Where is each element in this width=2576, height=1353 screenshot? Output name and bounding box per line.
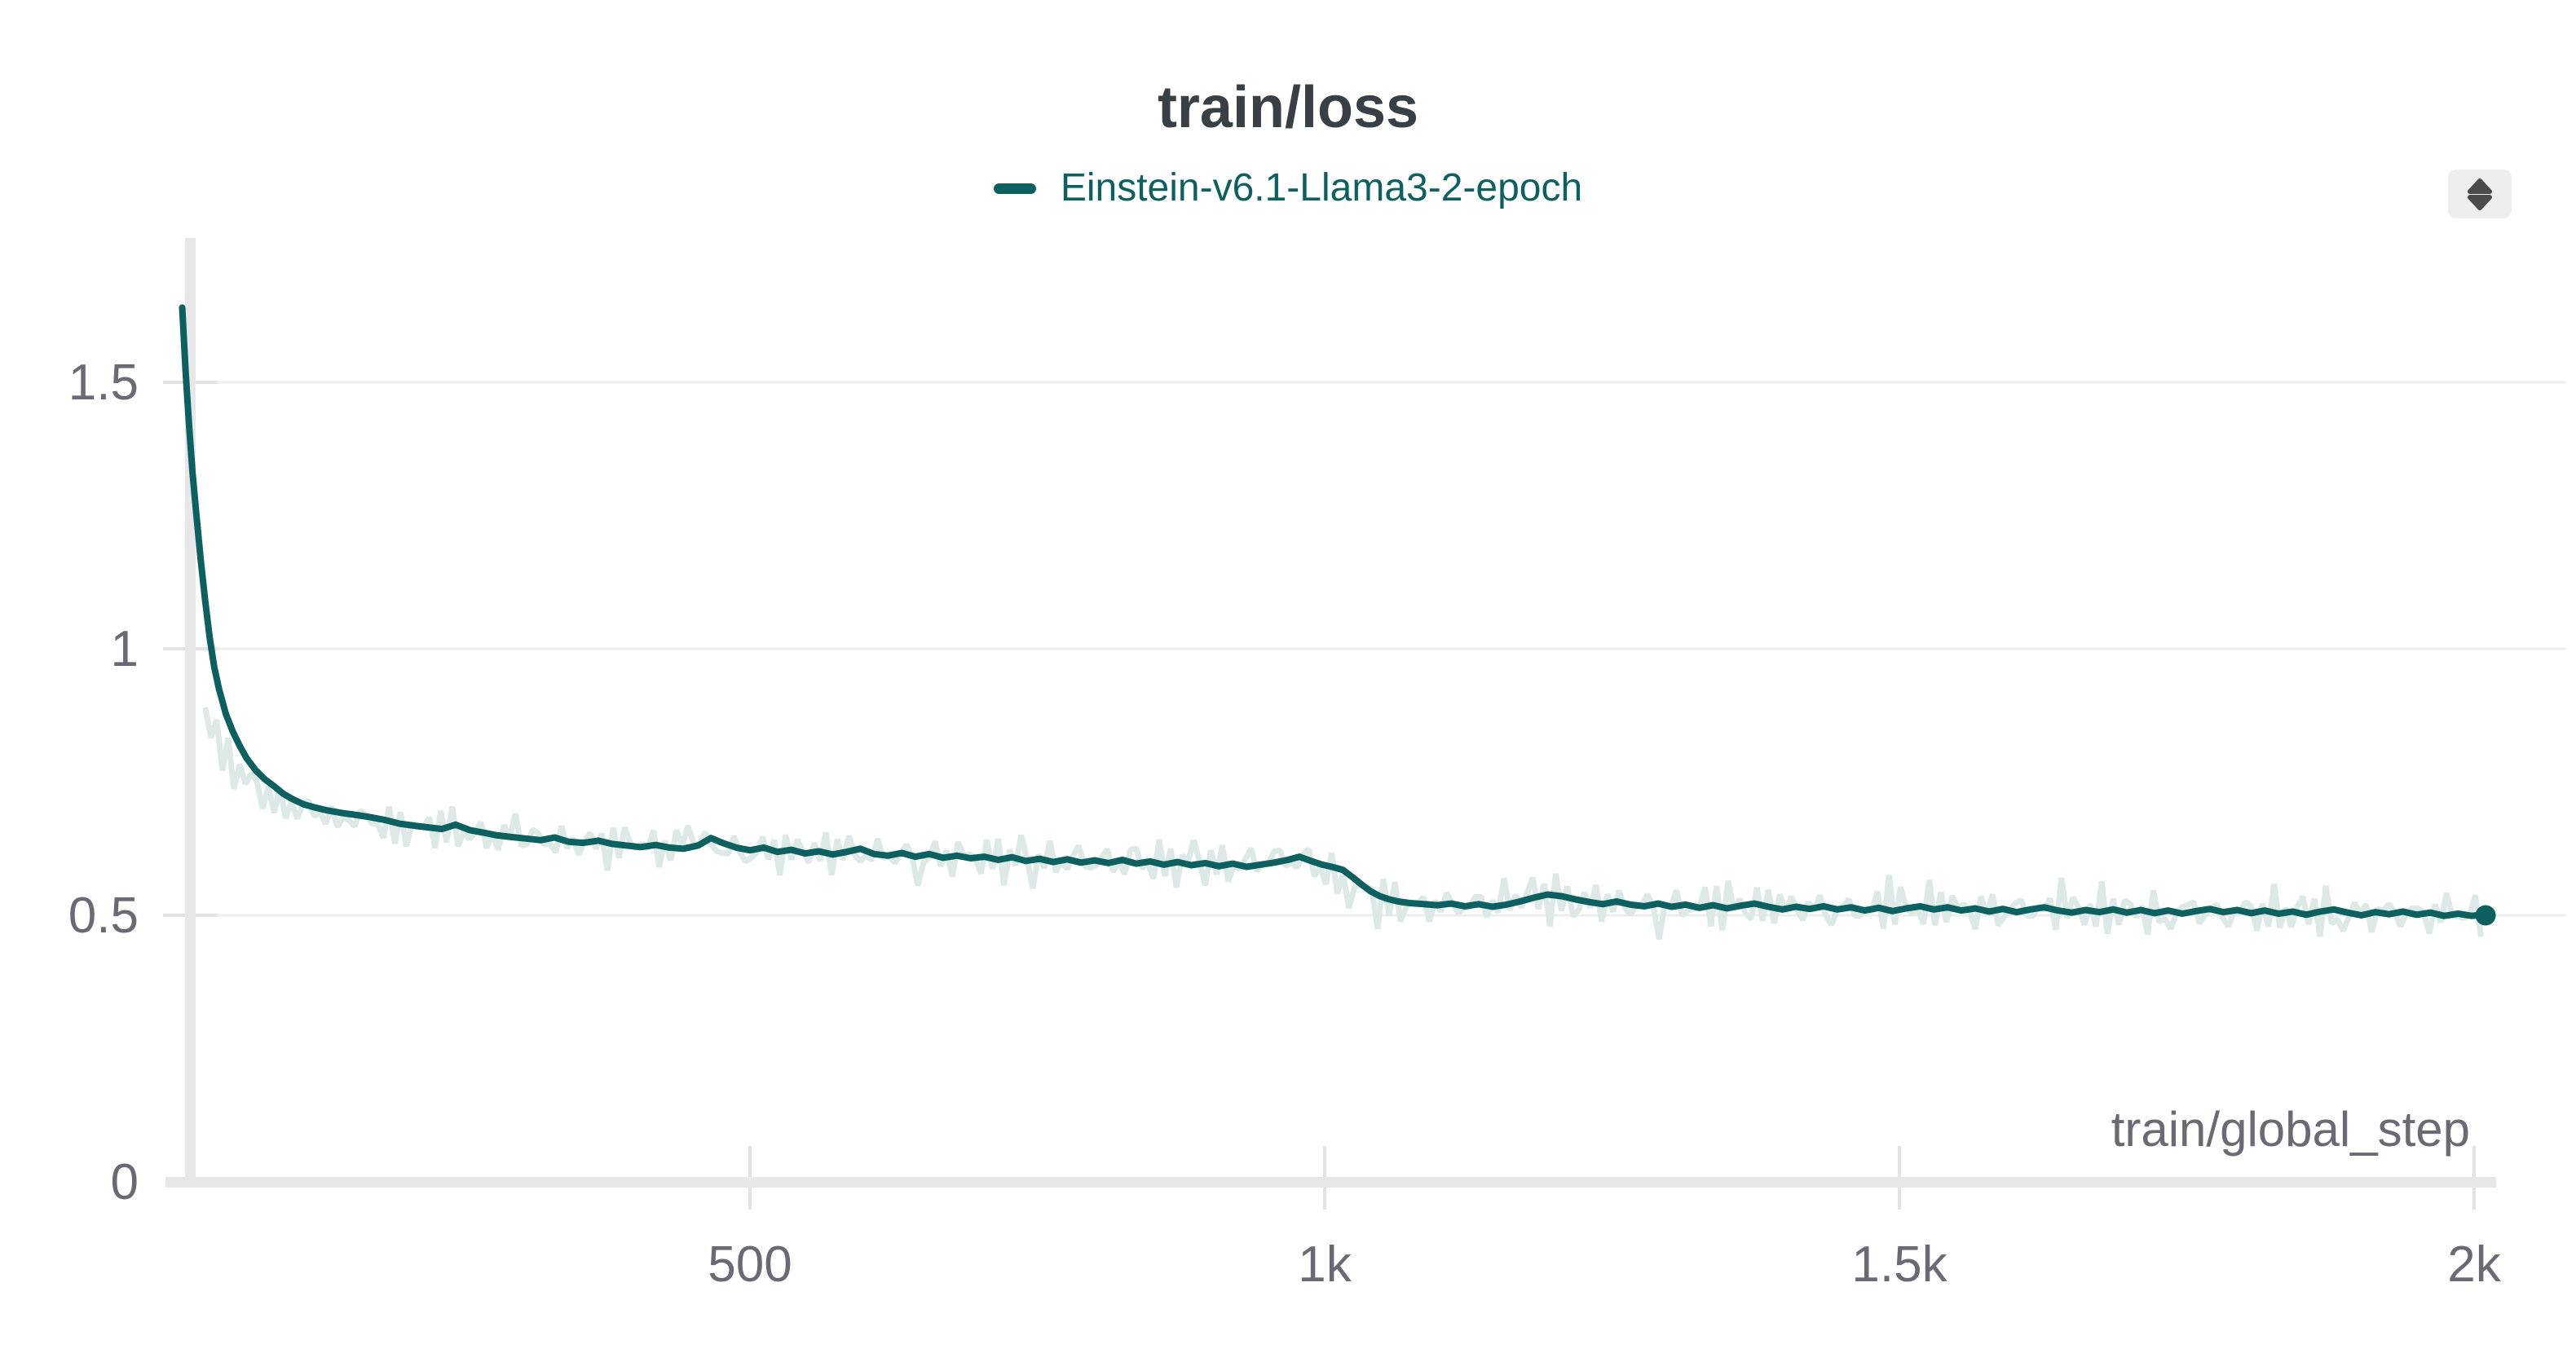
y-tick-label: 0.5 xyxy=(68,888,139,944)
y-tick-label: 1 xyxy=(111,621,139,677)
latest-point-marker xyxy=(2475,905,2496,926)
y-tick-label: 1.5 xyxy=(68,355,139,411)
smoothed-loss-line xyxy=(179,304,2490,919)
raw-loss-line xyxy=(202,707,2484,941)
legend-swatch xyxy=(993,183,1036,194)
up-down-arrows-icon xyxy=(2468,178,2492,210)
x-tick-label: 2k xyxy=(2447,1236,2501,1293)
x-tick-label: 1.5k xyxy=(1851,1236,1947,1293)
legend-run-name: Einstein-v6.1-Llama3-2-epoch xyxy=(1060,166,1583,209)
page-title: train/loss xyxy=(1157,75,1419,140)
x-tick-label: 500 xyxy=(708,1236,792,1293)
x-axis-line xyxy=(165,1177,2496,1188)
x-axis-title: train/global_step xyxy=(2111,1102,2470,1157)
panel-expand-button[interactable] xyxy=(2448,170,2512,218)
x-tick-label: 1k xyxy=(1298,1236,1352,1293)
legend: Einstein-v6.1-Llama3-2-epoch xyxy=(0,166,2576,210)
y-tick-label: 0 xyxy=(111,1154,139,1210)
